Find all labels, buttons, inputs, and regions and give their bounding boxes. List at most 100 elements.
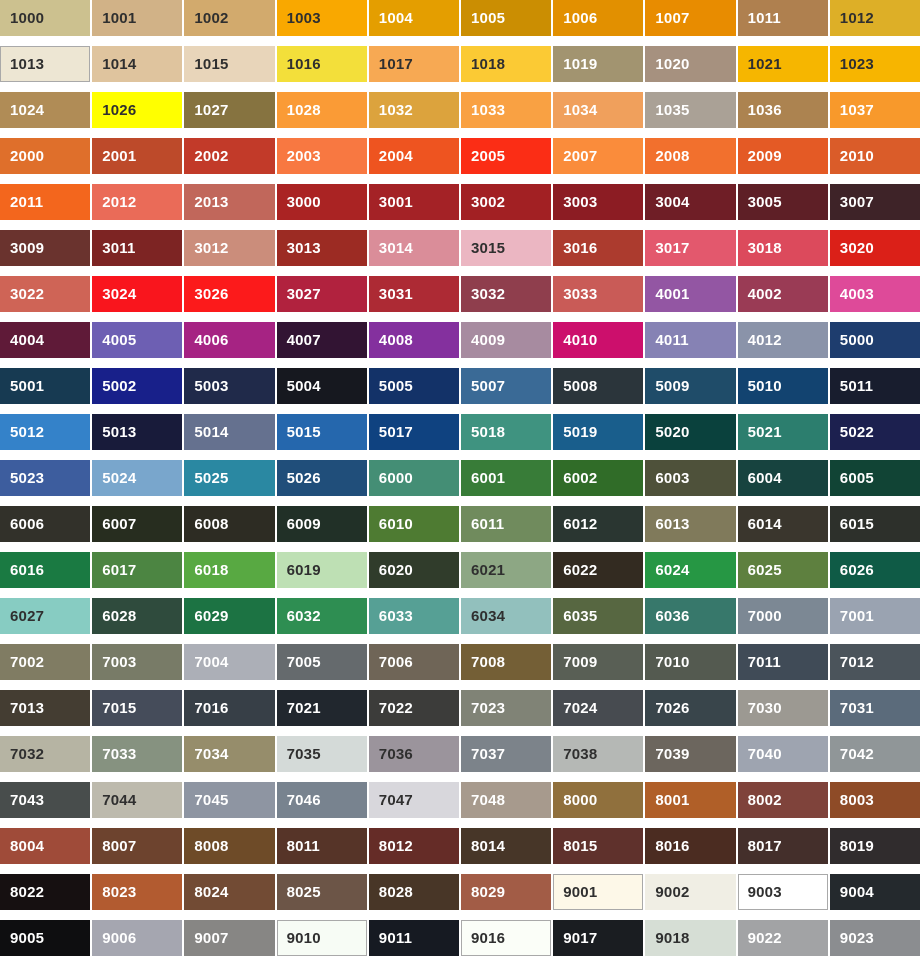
color-swatch-4006[interactable]: 4006: [184, 322, 275, 358]
color-swatch-7047[interactable]: 7047: [368, 782, 459, 818]
color-swatch-6011[interactable]: 6011: [460, 506, 552, 542]
color-swatch-1011[interactable]: 1011: [737, 0, 828, 36]
color-swatch-6024[interactable]: 6024: [645, 552, 736, 588]
color-swatch-6034[interactable]: 6034: [460, 598, 552, 634]
color-swatch-5005[interactable]: 5005: [368, 368, 459, 404]
color-swatch-1014[interactable]: 1014: [92, 46, 183, 82]
color-swatch-7030[interactable]: 7030: [737, 690, 828, 726]
color-swatch-1017[interactable]: 1017: [368, 46, 459, 82]
color-swatch-1037[interactable]: 1037: [829, 92, 920, 128]
color-swatch-2011[interactable]: 2011: [0, 184, 91, 220]
color-swatch-8025[interactable]: 8025: [276, 874, 367, 910]
color-swatch-5017[interactable]: 5017: [368, 414, 459, 450]
color-swatch-4007[interactable]: 4007: [276, 322, 367, 358]
color-swatch-3000[interactable]: 3000: [276, 184, 367, 220]
color-swatch-4012[interactable]: 4012: [737, 322, 828, 358]
color-swatch-1023[interactable]: 1023: [829, 46, 920, 82]
color-swatch-7038[interactable]: 7038: [553, 736, 644, 772]
color-swatch-1001[interactable]: 1001: [92, 0, 183, 36]
color-swatch-7032[interactable]: 7032: [0, 736, 91, 772]
color-swatch-7015[interactable]: 7015: [92, 690, 183, 726]
color-swatch-5012[interactable]: 5012: [0, 414, 91, 450]
color-swatch-6028[interactable]: 6028: [92, 598, 183, 634]
color-swatch-7000[interactable]: 7000: [737, 598, 828, 634]
color-swatch-6020[interactable]: 6020: [368, 552, 459, 588]
color-swatch-6000[interactable]: 6000: [368, 460, 459, 496]
color-swatch-2002[interactable]: 2002: [184, 138, 275, 174]
color-swatch-8028[interactable]: 8028: [368, 874, 459, 910]
color-swatch-3011[interactable]: 3011: [92, 230, 183, 266]
color-swatch-6008[interactable]: 6008: [184, 506, 275, 542]
color-swatch-7026[interactable]: 7026: [645, 690, 736, 726]
color-swatch-1033[interactable]: 1033: [460, 92, 552, 128]
color-swatch-6018[interactable]: 6018: [184, 552, 275, 588]
color-swatch-3027[interactable]: 3027: [276, 276, 367, 312]
color-swatch-8011[interactable]: 8011: [276, 828, 367, 864]
color-swatch-1024[interactable]: 1024: [0, 92, 91, 128]
color-swatch-2010[interactable]: 2010: [829, 138, 920, 174]
color-swatch-1034[interactable]: 1034: [553, 92, 644, 128]
color-swatch-9005[interactable]: 9005: [0, 920, 91, 956]
color-swatch-8000[interactable]: 8000: [553, 782, 644, 818]
color-swatch-9004[interactable]: 9004: [829, 874, 920, 910]
color-swatch-1003[interactable]: 1003: [276, 0, 367, 36]
color-swatch-8007[interactable]: 8007: [92, 828, 183, 864]
color-swatch-1006[interactable]: 1006: [553, 0, 644, 36]
color-swatch-6026[interactable]: 6026: [829, 552, 920, 588]
color-swatch-7044[interactable]: 7044: [92, 782, 183, 818]
color-swatch-7034[interactable]: 7034: [184, 736, 275, 772]
color-swatch-5000[interactable]: 5000: [829, 322, 920, 358]
color-swatch-7003[interactable]: 7003: [92, 644, 183, 680]
color-swatch-1013[interactable]: 1013: [0, 46, 91, 82]
color-swatch-1005[interactable]: 1005: [460, 0, 552, 36]
color-swatch-7023[interactable]: 7023: [460, 690, 552, 726]
color-swatch-9016[interactable]: 9016: [460, 920, 552, 956]
color-swatch-7037[interactable]: 7037: [460, 736, 552, 772]
color-swatch-8024[interactable]: 8024: [184, 874, 275, 910]
color-swatch-3018[interactable]: 3018: [737, 230, 828, 266]
color-swatch-3026[interactable]: 3026: [184, 276, 275, 312]
color-swatch-1026[interactable]: 1026: [92, 92, 183, 128]
color-swatch-2004[interactable]: 2004: [368, 138, 459, 174]
color-swatch-4005[interactable]: 4005: [92, 322, 183, 358]
color-swatch-6032[interactable]: 6032: [276, 598, 367, 634]
color-swatch-5013[interactable]: 5013: [92, 414, 183, 450]
color-swatch-1007[interactable]: 1007: [645, 0, 736, 36]
color-swatch-7043[interactable]: 7043: [0, 782, 91, 818]
color-swatch-8008[interactable]: 8008: [184, 828, 275, 864]
color-swatch-7045[interactable]: 7045: [184, 782, 275, 818]
color-swatch-7031[interactable]: 7031: [829, 690, 920, 726]
color-swatch-3005[interactable]: 3005: [737, 184, 828, 220]
color-swatch-3031[interactable]: 3031: [368, 276, 459, 312]
color-swatch-5023[interactable]: 5023: [0, 460, 91, 496]
color-swatch-2008[interactable]: 2008: [645, 138, 736, 174]
color-swatch-9018[interactable]: 9018: [645, 920, 736, 956]
color-swatch-7011[interactable]: 7011: [737, 644, 828, 680]
color-swatch-2013[interactable]: 2013: [184, 184, 275, 220]
color-swatch-1000[interactable]: 1000: [0, 0, 91, 36]
color-swatch-9023[interactable]: 9023: [829, 920, 920, 956]
color-swatch-2009[interactable]: 2009: [737, 138, 828, 174]
color-swatch-3012[interactable]: 3012: [184, 230, 275, 266]
color-swatch-1027[interactable]: 1027: [184, 92, 275, 128]
color-swatch-7009[interactable]: 7009: [553, 644, 644, 680]
color-swatch-5001[interactable]: 5001: [0, 368, 91, 404]
color-swatch-3004[interactable]: 3004: [645, 184, 736, 220]
color-swatch-8022[interactable]: 8022: [0, 874, 91, 910]
color-swatch-1002[interactable]: 1002: [184, 0, 275, 36]
color-swatch-2012[interactable]: 2012: [92, 184, 183, 220]
color-swatch-3022[interactable]: 3022: [0, 276, 91, 312]
color-swatch-8016[interactable]: 8016: [645, 828, 736, 864]
color-swatch-1032[interactable]: 1032: [368, 92, 459, 128]
color-swatch-3009[interactable]: 3009: [0, 230, 91, 266]
color-swatch-8029[interactable]: 8029: [460, 874, 552, 910]
color-swatch-7024[interactable]: 7024: [553, 690, 644, 726]
color-swatch-3003[interactable]: 3003: [553, 184, 644, 220]
color-swatch-7039[interactable]: 7039: [645, 736, 736, 772]
color-swatch-7035[interactable]: 7035: [276, 736, 367, 772]
color-swatch-6014[interactable]: 6014: [737, 506, 828, 542]
color-swatch-2001[interactable]: 2001: [92, 138, 183, 174]
color-swatch-9007[interactable]: 9007: [184, 920, 275, 956]
color-swatch-8004[interactable]: 8004: [0, 828, 91, 864]
color-swatch-1016[interactable]: 1016: [276, 46, 367, 82]
